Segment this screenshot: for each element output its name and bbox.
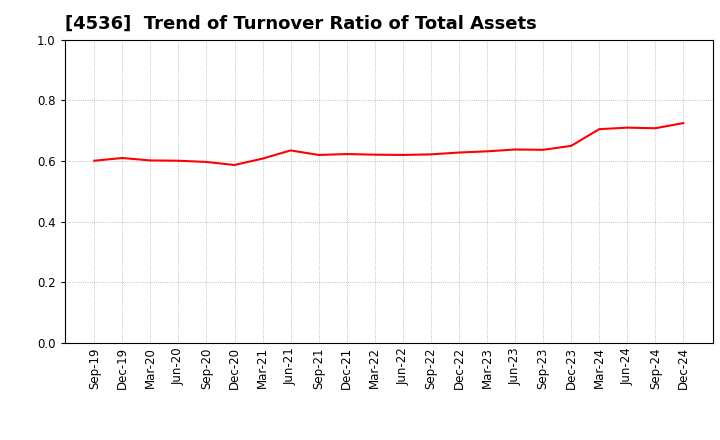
Text: [4536]  Trend of Turnover Ratio of Total Assets: [4536] Trend of Turnover Ratio of Total … (65, 15, 536, 33)
